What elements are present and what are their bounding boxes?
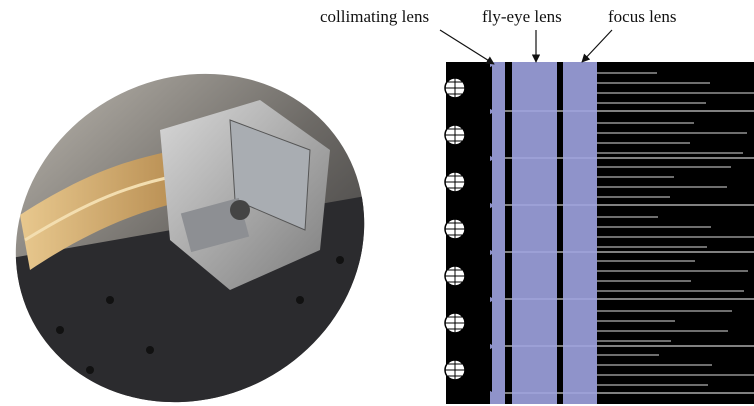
- label-fly-eye: fly-eye lens: [482, 7, 562, 26]
- label-focus: focus lens: [608, 7, 676, 26]
- collimating-lens: [490, 62, 505, 404]
- photo: [0, 40, 400, 406]
- label-collimating: collimating lens: [320, 7, 429, 26]
- arrow: [440, 30, 494, 64]
- figure: collimating lens fly-eye lens focus lens: [0, 0, 754, 406]
- arrow: [582, 30, 612, 62]
- focus-lens: [563, 62, 597, 404]
- fly-eye-lens: [512, 62, 557, 404]
